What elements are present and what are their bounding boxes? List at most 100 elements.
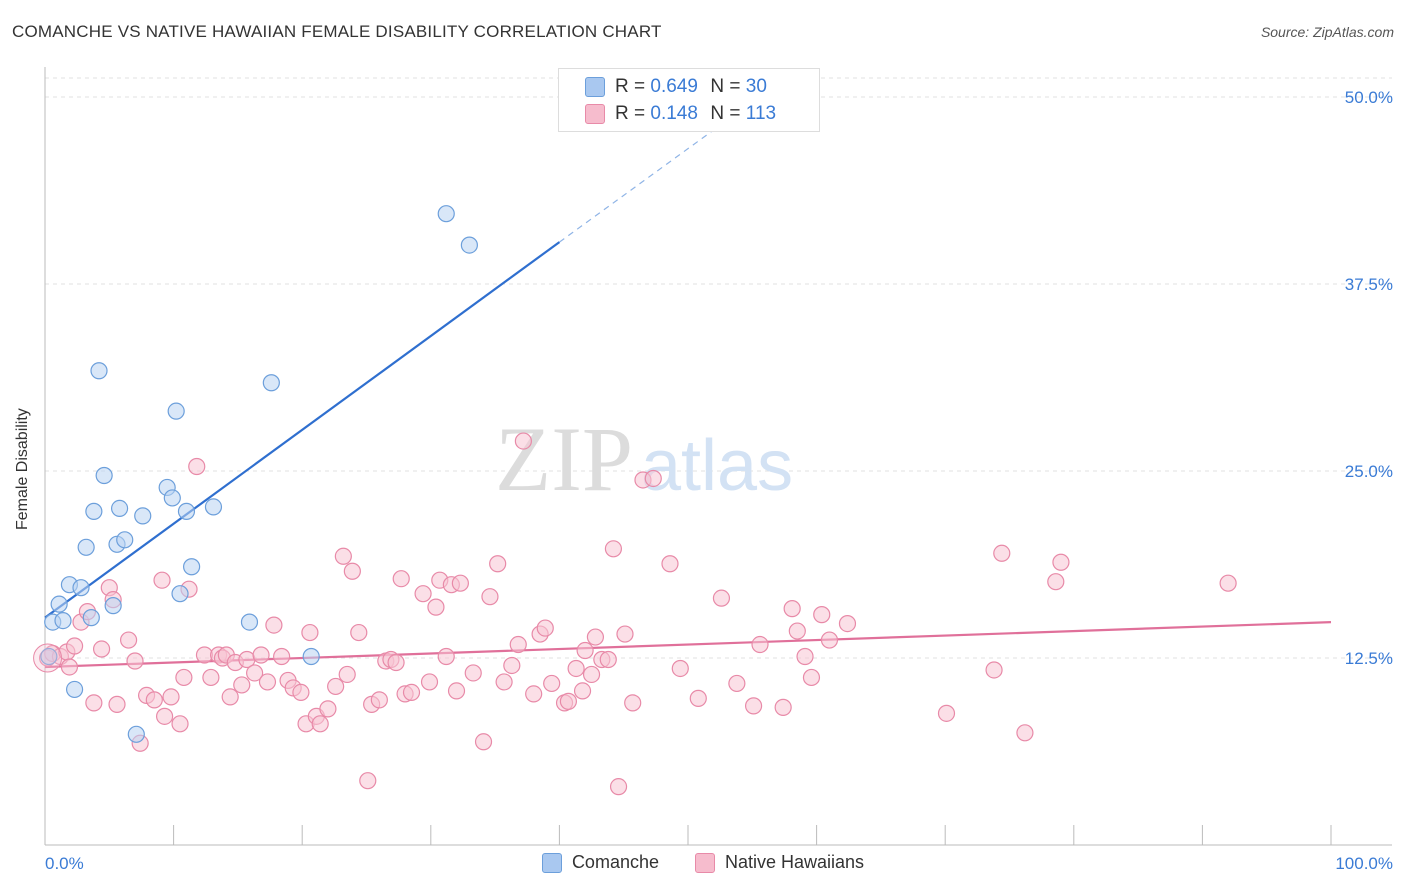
point-native-hawaiians — [392, 570, 410, 588]
legend-swatch-comanche — [585, 77, 605, 97]
x-tick-label: 0.0% — [45, 854, 84, 873]
point-native-hawaiians — [402, 683, 421, 702]
series-legend-native-hawaiians[interactable]: Native Hawaiians — [694, 852, 865, 873]
point-native-hawaiians — [350, 623, 368, 642]
point-native-hawaiians — [559, 692, 578, 710]
point-native-hawaiians — [265, 616, 283, 634]
point-native-hawaiians — [573, 682, 592, 700]
point-comanche — [183, 558, 201, 576]
point-native-hawaiians — [751, 635, 769, 654]
trend-line-comanche-extension — [559, 129, 715, 243]
point-native-hawaiians — [525, 685, 543, 703]
point-native-hawaiians — [1016, 724, 1034, 742]
legend-row-comanche: R = 0.649 N = 30 — [585, 74, 767, 100]
point-native-hawaiians — [495, 673, 513, 691]
point-native-hawaiians — [420, 673, 439, 691]
point-comanche — [85, 502, 103, 520]
legend-r-label: R = — [615, 103, 646, 124]
point-native-hawaiians — [514, 432, 532, 450]
point-native-hawaiians — [1047, 573, 1065, 591]
point-native-hawaiians — [604, 540, 623, 558]
series-swatch-native-hawaiians — [694, 852, 715, 873]
point-native-hawaiians — [233, 676, 251, 694]
point-native-hawaiians — [985, 661, 1003, 679]
point-native-hawaiians — [712, 589, 731, 607]
point-native-hawaiians — [796, 647, 814, 666]
point-native-hawaiians — [60, 658, 79, 676]
point-comanche — [302, 647, 320, 666]
point-native-hawaiians — [258, 673, 277, 691]
point-native-hawaiians — [489, 555, 507, 573]
point-native-hawaiians — [338, 665, 356, 684]
point-native-hawaiians — [481, 588, 499, 606]
watermark-atlas: atlas — [641, 426, 793, 506]
point-native-hawaiians — [202, 668, 220, 687]
point-native-hawaiians — [813, 606, 831, 624]
point-native-hawaiians — [599, 650, 617, 669]
legend-r-value-native-hawaiians: 0.148 — [650, 103, 698, 124]
point-comanche — [127, 725, 145, 743]
point-native-hawaiians — [802, 668, 821, 687]
point-native-hawaiians — [301, 623, 319, 642]
point-native-hawaiians — [319, 700, 337, 718]
point-native-hawaiians — [586, 628, 605, 646]
point-comanche — [54, 611, 72, 630]
point-native-hawaiians — [252, 646, 270, 664]
point-native-hawaiians — [783, 600, 801, 618]
point-native-hawaiians — [162, 688, 180, 706]
point-native-hawaiians — [689, 689, 707, 707]
point-native-hawaiians — [119, 631, 138, 649]
point-native-hawaiians — [427, 598, 445, 616]
point-native-hawaiians — [359, 772, 377, 790]
legend-r-value-comanche: 0.649 — [650, 76, 698, 97]
point-native-hawaiians — [343, 562, 361, 580]
point-native-hawaiians — [145, 691, 163, 709]
point-native-hawaiians — [728, 674, 746, 693]
legend-n-label: N = — [710, 76, 741, 97]
point-native-hawaiians — [567, 659, 585, 678]
grid-lines — [45, 77, 1392, 659]
point-comanche — [116, 531, 134, 549]
point-native-hawaiians — [221, 688, 239, 706]
point-comanche — [262, 374, 280, 392]
legend-n-label: N = — [710, 103, 741, 124]
point-native-hawaiians — [108, 695, 126, 713]
chart-title: COMANCHE VS NATIVE HAWAIIAN FEMALE DISAB… — [12, 22, 662, 41]
point-native-hawaiians — [311, 715, 329, 733]
point-native-hawaiians — [616, 625, 634, 643]
point-native-hawaiians — [774, 698, 792, 716]
point-native-hawaiians — [85, 694, 103, 712]
point-native-hawaiians — [370, 691, 388, 709]
point-native-hawaiians — [273, 647, 291, 666]
point-comanche — [50, 595, 68, 613]
legend-n-value-native-hawaiians: 113 — [745, 103, 777, 124]
point-native-hawaiians — [175, 668, 193, 687]
x-tick-label: 100.0% — [1335, 854, 1393, 873]
point-native-hawaiians — [838, 614, 857, 633]
point-native-hawaiians — [65, 637, 84, 655]
point-native-hawaiians — [744, 697, 763, 715]
point-comanche — [134, 507, 152, 525]
point-native-hawaiians — [661, 555, 679, 573]
point-native-hawaiians — [1219, 574, 1237, 592]
point-comanche — [95, 466, 113, 485]
point-comanche — [40, 647, 58, 666]
point-native-hawaiians — [437, 647, 455, 666]
point-native-hawaiians — [171, 715, 189, 733]
y-tick-label: 12.5% — [1345, 649, 1393, 668]
point-native-hawaiians — [292, 683, 310, 702]
point-native-hawaiians — [246, 664, 264, 682]
point-native-hawaiians — [937, 704, 956, 722]
point-comanche — [437, 205, 455, 223]
point-native-hawaiians — [624, 694, 642, 712]
series-legend-comanche[interactable]: Comanche — [541, 852, 659, 873]
series-name-native-hawaiians: Native Hawaiians — [724, 852, 865, 872]
point-comanche — [240, 613, 259, 631]
point-native-hawaiians — [993, 544, 1011, 562]
point-comanche — [177, 502, 196, 520]
point-native-hawaiians — [1052, 553, 1070, 571]
series-legend: Comanche Native Hawaiians — [0, 852, 1406, 873]
axes — [44, 67, 1392, 846]
data-points — [33, 205, 1237, 796]
point-comanche — [460, 236, 478, 254]
